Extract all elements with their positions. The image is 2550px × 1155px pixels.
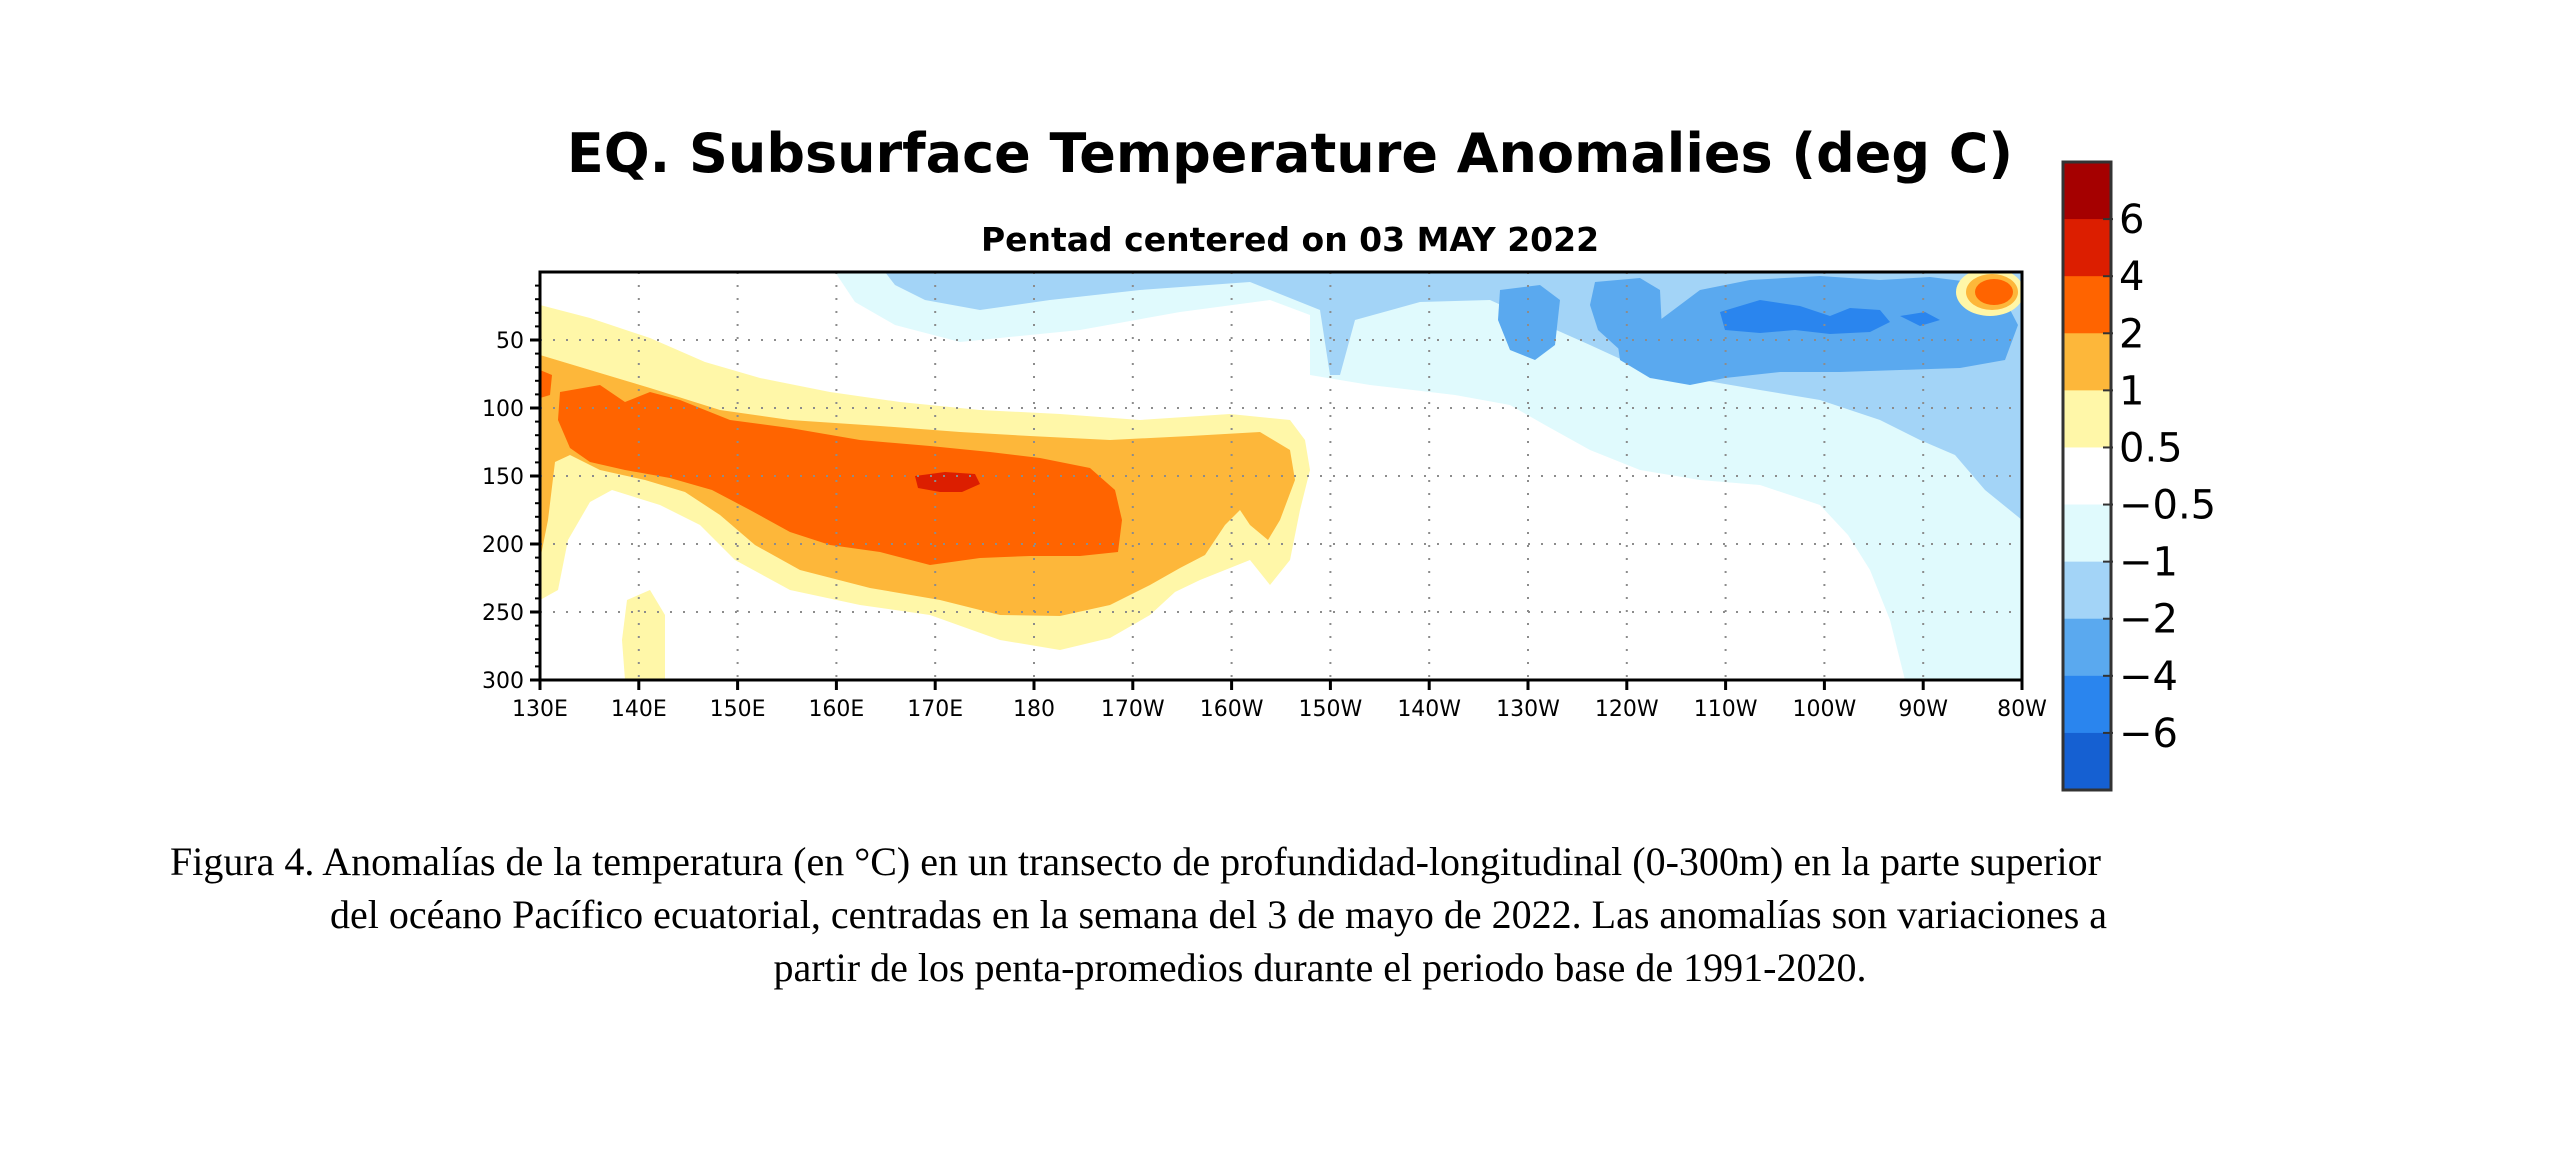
chart-figure: EQ. Subsurface Temperature Anomalies (de… (482, 122, 2216, 792)
colorbar-swatch (2063, 390, 2111, 448)
warm-spot-east (1956, 272, 2022, 316)
colorbar-swatch (2063, 276, 2111, 334)
x-tick-label: 90W (1898, 697, 1948, 722)
figure-caption: Figura 4. Anomalías de la temperatura (e… (150, 835, 2400, 994)
x-tick-label: 170E (907, 697, 963, 722)
colorbar-label: −2 (2119, 597, 2178, 643)
caption-line-2: del océano Pacífico ecuatorial, centrada… (330, 892, 2108, 937)
colorbar-swatch (2063, 219, 2111, 277)
y-tick-label: 300 (482, 669, 524, 694)
colorbar-label: −1 (2119, 540, 2178, 586)
colorbar-swatch (2063, 618, 2111, 677)
x-tick-label: 150E (710, 697, 766, 722)
x-tick-label: 110W (1694, 697, 1758, 722)
colorbar-frame (2061, 160, 2113, 792)
x-tick-label: 160W (1200, 697, 1264, 722)
x-tick-label: 120W (1595, 697, 1659, 722)
y-tick-label: 100 (482, 397, 524, 422)
colorbar-swatch (2063, 504, 2111, 563)
x-tick-label: 140W (1397, 697, 1461, 722)
y-axis: 50 100 150 200 250 300 (482, 284, 540, 694)
caption-line-3: partir de los penta-promedios durante el… (773, 945, 1867, 990)
y-tick-label: 50 (496, 329, 524, 354)
colorbar-swatch (2063, 561, 2111, 620)
x-tick-label: 170W (1101, 697, 1165, 722)
colorbar-label: −4 (2119, 654, 2178, 700)
colorbar-label: 4 (2119, 254, 2144, 300)
colorbar-swatch (2063, 732, 2111, 791)
colorbar-swatch (2063, 162, 2111, 220)
grid-lines (540, 272, 2022, 680)
x-tick-label: 130E (512, 697, 568, 722)
y-tick-label: 250 (482, 601, 524, 626)
cool-region-level-4 (1720, 300, 1940, 334)
colorbar-legend: 6 4 2 1 0.5 −0.5 −1 −2 −4 −6 (2061, 160, 2216, 792)
caption-line-1: Figura 4. Anomalías de la temperatura (e… (170, 839, 2101, 884)
x-tick-label: 160E (808, 697, 864, 722)
colorbar-label: 2 (2119, 311, 2144, 357)
x-axis: 130E 140E 150E 160E 170E 180 170W 160W 150W 140W 1… (512, 680, 2047, 722)
plot-area (540, 272, 2022, 680)
x-tick-label: 100W (1793, 697, 1857, 722)
colorbar-swatch (2063, 447, 2111, 506)
x-tick-label: 180 (1013, 697, 1055, 722)
chart-title: EQ. Subsurface Temperature Anomalies (de… (567, 122, 2013, 185)
colorbar-swatch (2063, 333, 2111, 391)
colorbar-label: 6 (2119, 197, 2144, 243)
y-tick-label: 150 (482, 465, 524, 490)
x-tick-label: 130W (1496, 697, 1560, 722)
chart-subtitle: Pentad centered on 03 MAY 2022 (981, 220, 1599, 259)
x-tick-label: 150W (1299, 697, 1363, 722)
colorbar-label: −0.5 (2119, 483, 2216, 529)
colorbar-swatch (2063, 675, 2111, 734)
x-tick-label: 140E (611, 697, 667, 722)
y-tick-label: 200 (482, 533, 524, 558)
x-tick-label: 80W (1997, 697, 2047, 722)
colorbar-label: 0.5 (2119, 425, 2183, 471)
colorbar-label: −6 (2119, 711, 2178, 757)
colorbar-label: 1 (2119, 368, 2144, 414)
